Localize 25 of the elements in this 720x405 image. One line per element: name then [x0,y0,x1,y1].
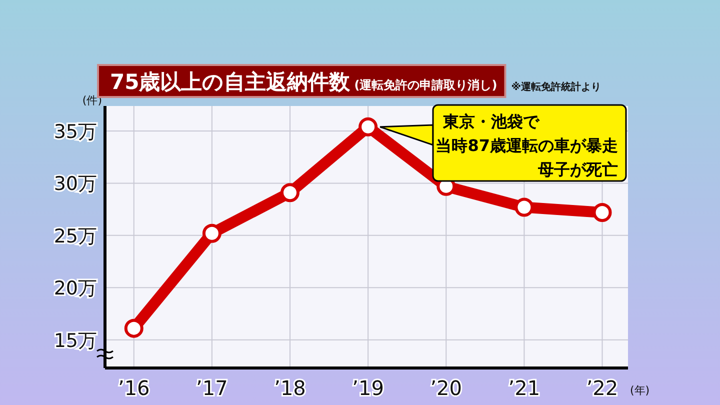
point [124,318,144,338]
point [514,198,534,217]
point [358,117,378,136]
point [202,224,222,243]
x-tick-label: ’18 [274,376,306,400]
point [280,183,300,202]
x-tick-label: ’20 [430,376,462,400]
y-tick-label: 25万 [54,225,97,248]
y-tick-label: 15万 [54,330,97,352]
chart-title: 75歳以上の自主返納件数 [110,70,352,94]
annotation: 東京・池袋で [442,112,540,131]
x-tick-label: ’19 [352,376,384,400]
x-tick-label: ’17 [196,376,228,400]
chart-subtitle: (運転免許の申請取り消し) [354,78,498,92]
annotation: 母子が死亡 [537,160,618,179]
y-tick-label: 20万 [54,278,97,300]
point [592,202,612,222]
x-tick-label: ’16 [118,376,150,400]
x-axis-title: (年) [630,384,650,397]
text: ※運転免許統計より [511,81,601,93]
x-tick-label: ’22 [586,376,618,400]
y-tick-label: 30万 [54,173,97,196]
annotation: 当時87歳運転の車が暴走 [436,136,618,155]
y-tick-label: 35万 [54,121,97,144]
x-tick-label: ’21 [508,376,540,400]
